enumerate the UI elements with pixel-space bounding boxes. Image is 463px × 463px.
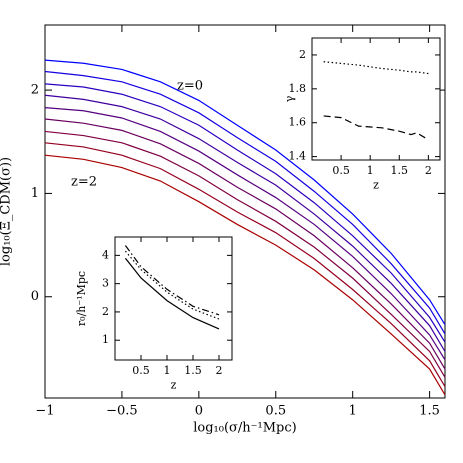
x-axis-label: log₁₀(σ/h⁻¹Mpc): [193, 420, 297, 435]
series-line: [44, 118, 446, 370]
y-tick-label: 2: [299, 48, 306, 61]
y-tick-label: 1: [31, 186, 39, 201]
y-tick-label: 2: [31, 83, 39, 98]
y-axis-label: γ: [283, 95, 296, 102]
y-axis-label: log₁₀(Ξ_CDM(σ)): [0, 157, 14, 266]
x-axis-label: z: [171, 378, 177, 391]
x-tick-label: 1.5: [391, 164, 409, 177]
series-line: [44, 59, 446, 325]
x-tick-label: 0.5: [332, 164, 350, 177]
x-tick-label: 0.5: [132, 364, 150, 377]
series-line: [124, 257, 220, 330]
x-tick-label: 0: [195, 404, 203, 419]
x-tick-label: −0.5: [106, 404, 138, 419]
x-tick-label: 2: [425, 164, 432, 177]
x-tick-label: 1.5: [419, 404, 440, 419]
y-tick-label: 4: [102, 248, 109, 261]
y-tick-label: 0: [31, 289, 39, 304]
x-tick-label: −1: [35, 404, 54, 419]
x-axis-label: z: [373, 178, 379, 191]
series-line: [44, 142, 446, 387]
series-line: [44, 154, 446, 396]
series-line: [44, 94, 446, 352]
annotation: z=0: [177, 79, 203, 94]
y-tick-label: 1.4: [289, 150, 307, 163]
x-tick-label: 1: [367, 164, 374, 177]
series-line: [44, 83, 446, 343]
plot-frame: [311, 37, 441, 161]
x-tick-label: 2: [216, 364, 223, 377]
series-line: [44, 70, 446, 335]
y-axis-label: r₀/h⁻¹Mpc: [75, 271, 88, 326]
y-tick-label: 1.8: [289, 82, 307, 95]
plot-frame: [114, 236, 233, 361]
y-tick-label: 1: [102, 333, 109, 346]
series-line: [44, 107, 446, 361]
series-line: [323, 115, 429, 141]
series-line: [124, 245, 220, 316]
x-tick-label: 0.5: [265, 404, 286, 419]
x-tick-label: 1: [164, 364, 171, 377]
y-tick-label: 1.6: [289, 116, 307, 129]
x-tick-label: 1.5: [184, 364, 202, 377]
annotation: z=2: [71, 175, 97, 190]
y-tick-label: 3: [102, 277, 109, 290]
x-tick-label: 1: [349, 404, 357, 419]
series-line: [44, 130, 446, 378]
y-tick-label: 2: [102, 305, 109, 318]
series-line: [323, 61, 429, 75]
series-line: [124, 250, 220, 320]
